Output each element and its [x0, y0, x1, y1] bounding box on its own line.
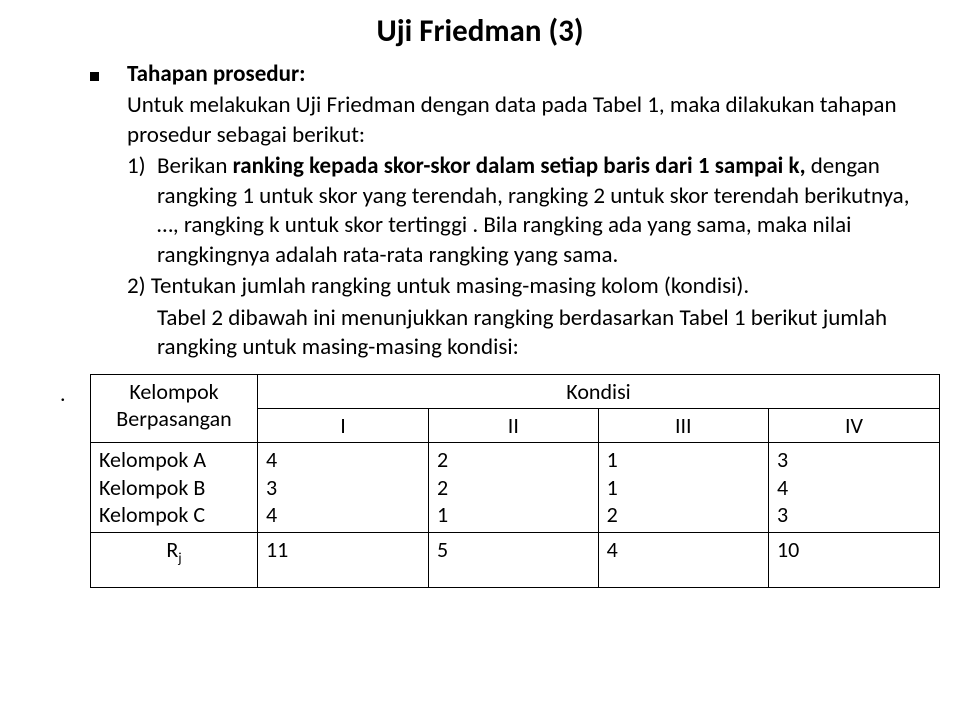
- cell: 4: [266, 446, 420, 474]
- cell: 2: [607, 501, 760, 529]
- data-col-3: 1 1 2: [598, 443, 768, 533]
- content-block: Tahapan prosedur: Untuk melakukan Uji Fr…: [40, 60, 920, 362]
- stray-dot: .: [60, 380, 66, 407]
- cell: 3: [266, 474, 420, 502]
- table-intro: Tabel 2 dibawah ini menunjukkan rangking…: [127, 304, 920, 363]
- header-kelompok: Kelompok Berpasangan: [91, 375, 258, 443]
- header-kondisi: Kondisi: [258, 375, 940, 409]
- square-bullet-icon: [90, 72, 99, 81]
- rj-2: 5: [429, 532, 599, 587]
- step-1-text: Berikan ranking kepada skor-skor dalam s…: [157, 152, 920, 270]
- step-1-bold: ranking kepada skor-skor dalam setiap ba…: [233, 152, 806, 180]
- slide-title: Uji Friedman (3): [40, 12, 920, 50]
- bullet-text: Tahapan prosedur:: [127, 60, 306, 89]
- cell: 4: [777, 474, 931, 502]
- rj-1: 11: [258, 532, 429, 587]
- rj-3: 4: [598, 532, 768, 587]
- data-col-1: 4 3 4: [258, 443, 429, 533]
- table-rj-row: Rj 11 5 4 10: [91, 532, 940, 587]
- cell: 1: [607, 446, 760, 474]
- intro-text: Untuk melakukan Uji Friedman dengan data…: [127, 91, 920, 150]
- rj-label: Rj: [91, 532, 258, 587]
- cell: 1: [607, 474, 760, 502]
- col-I: I: [258, 409, 429, 443]
- cell: 3: [777, 501, 931, 529]
- group-b: Kelompok B: [99, 474, 249, 502]
- rj-4: 10: [768, 532, 939, 587]
- cell: 3: [777, 446, 931, 474]
- data-col-4: 3 4 3: [768, 443, 939, 533]
- group-a: Kelompok A: [99, 446, 249, 474]
- slide-container: Uji Friedman (3) Tahapan prosedur: Untuk…: [0, 0, 960, 608]
- step-1-prefix: Berikan: [157, 152, 233, 180]
- rj-sub: j: [178, 549, 181, 566]
- procedure-heading: Tahapan prosedur:: [127, 60, 306, 88]
- cell: 4: [266, 501, 420, 529]
- ranking-table: Kelompok Berpasangan Kondisi I II III IV…: [90, 374, 940, 588]
- col-IV: IV: [768, 409, 939, 443]
- step-1-number: 1): [127, 152, 157, 270]
- col-II: II: [429, 409, 599, 443]
- table-container: . Kelompok Berpasangan Kondisi I II III …: [90, 374, 910, 588]
- cell: 2: [437, 446, 590, 474]
- step-1: 1) Berikan ranking kepada skor-skor dala…: [127, 152, 920, 270]
- table-header-row-1: Kelompok Berpasangan Kondisi: [91, 375, 940, 409]
- step-2: 2) Tentukan jumlah rangking untuk masing…: [127, 272, 920, 301]
- cell: 1: [437, 501, 590, 529]
- col-III: III: [598, 409, 768, 443]
- data-col-2: 2 2 1: [429, 443, 599, 533]
- groups-cell: Kelompok A Kelompok B Kelompok C: [91, 443, 258, 533]
- rj-main: R: [166, 536, 178, 563]
- table-data-row: Kelompok A Kelompok B Kelompok C 4 3 4 2…: [91, 443, 940, 533]
- cell: 2: [437, 474, 590, 502]
- group-c: Kelompok C: [99, 501, 249, 529]
- bullet-item: Tahapan prosedur:: [90, 60, 920, 89]
